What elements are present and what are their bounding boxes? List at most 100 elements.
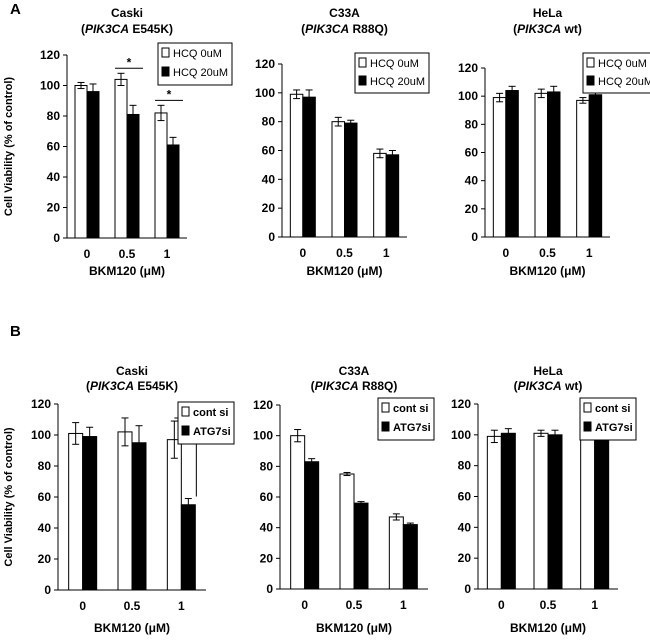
- bar-open: [373, 152, 387, 238]
- y-tick-label: 60: [262, 144, 276, 158]
- chart-title: Caski: [116, 364, 148, 378]
- bar-open: [117, 431, 133, 591]
- subtitle-gene: PIK3CA: [90, 379, 134, 393]
- legend-swatch: [586, 57, 595, 68]
- bar-open: [74, 85, 88, 239]
- bar-filled: [126, 113, 140, 239]
- legend-swatch: [181, 425, 190, 436]
- y-tick-label: 120: [40, 48, 60, 62]
- legend-swatch: [583, 402, 592, 413]
- subtitle-variant: R88Q): [359, 379, 398, 393]
- subtitle-paren-open: (: [81, 22, 85, 36]
- x-tick-label: 0.5: [124, 599, 141, 613]
- legend-swatch: [586, 75, 595, 86]
- legend-label: ATG7si: [595, 422, 633, 434]
- x-tick-label: 1: [383, 246, 390, 260]
- x-tick-label: 0: [498, 598, 505, 612]
- x-tick-label: 0: [301, 598, 308, 612]
- subtitle-paren-open: (: [311, 379, 315, 393]
- y-tick-label: 100: [451, 428, 471, 442]
- bar-open: [331, 121, 345, 238]
- legend-label: HCQ 20uM: [598, 76, 650, 88]
- y-tick-label: 20: [262, 201, 276, 215]
- bar-filled: [594, 437, 610, 590]
- y-tick-label: 120: [458, 61, 478, 75]
- legend-swatch: [583, 421, 592, 432]
- y-tick-label: 0: [464, 582, 471, 596]
- x-tick-label: 1: [586, 246, 593, 260]
- y-tick-label: 40: [47, 170, 61, 184]
- legend-label: HCQ 0uM: [370, 58, 419, 70]
- legend-box: [354, 52, 430, 94]
- y-tick-label: 0: [471, 230, 478, 244]
- y-tick-label: 60: [47, 140, 61, 154]
- bar-open: [166, 439, 182, 591]
- y-tick-label: 100: [40, 79, 60, 93]
- subtitle-paren-open: (: [514, 379, 518, 393]
- x-tick-label: 0.5: [346, 598, 363, 612]
- subtitle-gene: PIK3CA: [315, 379, 359, 393]
- y-tick-label: 80: [465, 117, 479, 131]
- legend-label: HCQ 20uM: [370, 76, 425, 88]
- y-tick-label: 120: [255, 57, 275, 71]
- bar-filled: [500, 432, 516, 590]
- x-tick-label: 0: [84, 247, 91, 261]
- y-tick-label: 20: [38, 552, 52, 566]
- bar-open: [534, 92, 548, 238]
- bar-filled: [166, 144, 180, 239]
- bar-filled: [547, 91, 561, 238]
- bar-filled: [82, 436, 98, 591]
- y-axis-label: Cell Viability (% of control): [3, 77, 15, 216]
- x-tick-label: 0: [502, 246, 509, 260]
- subtitle-gene: PIK3CA: [305, 22, 349, 36]
- y-tick-label: 80: [262, 115, 276, 129]
- y-tick-label: 80: [38, 459, 52, 473]
- subtitle-variant: wt): [562, 379, 583, 393]
- chart-subtitle: (PIK3CA wt): [514, 379, 583, 393]
- legend-box: [377, 397, 435, 441]
- legend-swatch: [381, 402, 390, 413]
- legend-box: [157, 42, 233, 86]
- y-tick-label: 60: [465, 146, 479, 160]
- y-tick-label: 100: [255, 86, 275, 100]
- legend-label: HCQ 0uM: [173, 48, 222, 60]
- bar-open: [388, 516, 404, 590]
- x-tick-label: 0.5: [539, 246, 556, 260]
- subtitle-variant: wt): [561, 22, 582, 36]
- chart-title: C33A: [339, 364, 370, 378]
- bar-open: [339, 473, 355, 590]
- chart-subtitle: (PIK3CA E545K): [81, 22, 173, 36]
- bar-filled: [402, 524, 418, 590]
- subtitle-paren-open: (: [513, 22, 517, 36]
- chart-title: C33A: [329, 6, 360, 20]
- bar-filled: [588, 94, 603, 238]
- bar-open: [114, 78, 128, 239]
- y-tick-label: 20: [458, 551, 472, 565]
- chart-title: Caski: [111, 6, 143, 20]
- legend-label: cont si: [393, 403, 428, 415]
- chart-2: C33A (PIK3CA R88Q) 0 20 40 60 80 100 120 0 0.5 1BKM…: [255, 6, 430, 278]
- bar-filled: [302, 96, 316, 238]
- y-tick-label: 20: [465, 202, 479, 216]
- y-tick-label: 0: [53, 231, 60, 245]
- x-tick-label: 0.5: [336, 246, 353, 260]
- y-tick-label: 20: [47, 201, 61, 215]
- y-tick-label: 60: [458, 490, 472, 504]
- x-tick-label: 1: [591, 598, 598, 612]
- y-tick-label: 40: [260, 521, 274, 535]
- chart-subtitle: (PIK3CA E545K): [86, 379, 178, 393]
- legend-swatch: [358, 75, 367, 86]
- y-tick-label: 80: [47, 109, 61, 123]
- chart-1: Caski (PIK3CA E545K) 0 20 40 60 80 100 120 0 0.5 1 B…: [3, 6, 233, 278]
- subtitle-gene: PIK3CA: [85, 22, 129, 36]
- y-tick-label: 120: [451, 397, 471, 411]
- y-tick-label: 0: [266, 582, 273, 596]
- legend-label: cont si: [595, 403, 630, 415]
- panel-label-b: B: [10, 323, 21, 340]
- chart-title: HeLa: [533, 6, 563, 20]
- bar-open: [68, 432, 84, 591]
- bar-open: [576, 99, 590, 238]
